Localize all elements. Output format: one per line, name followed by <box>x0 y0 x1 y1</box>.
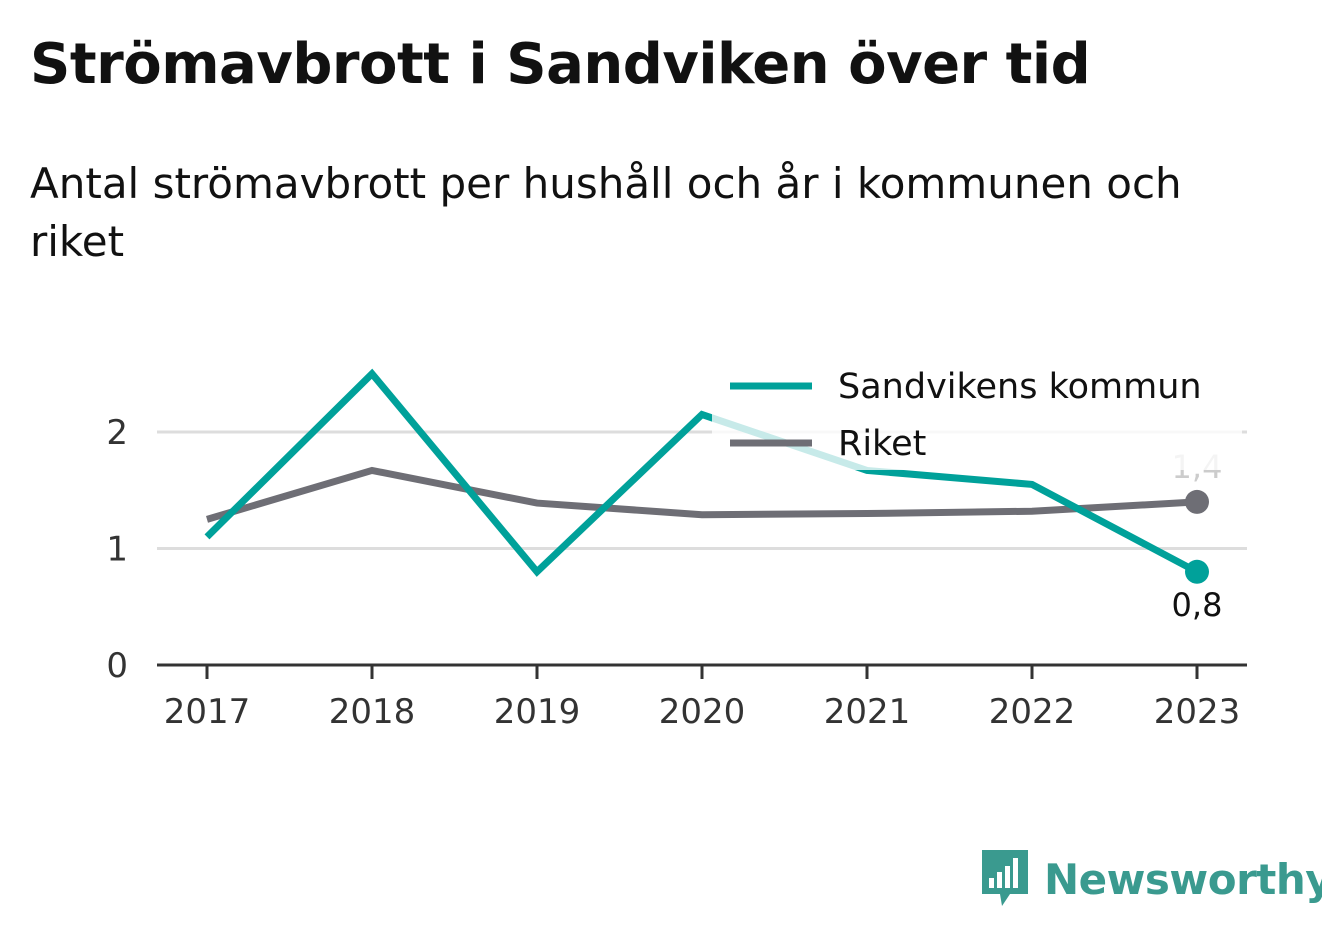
x-tick-label: 2019 <box>494 692 581 732</box>
x-tick-label: 2018 <box>329 692 416 732</box>
y-tick-label: 2 <box>106 413 128 453</box>
legend: Sandvikens kommun Riket <box>712 358 1242 470</box>
legend-label: Riket <box>838 424 926 464</box>
end-value-label: 0,8 <box>1172 586 1223 624</box>
newsworthy-logo: Newsworthy <box>980 848 1322 910</box>
end-point <box>1185 559 1209 584</box>
y-tick-label: 1 <box>106 530 128 570</box>
legend-label: Sandvikens kommun <box>838 367 1202 407</box>
grid-lines: 0 1 2 <box>106 413 1247 686</box>
series-line <box>206 466 1198 523</box>
x-tick-label: 2020 <box>659 692 746 732</box>
chart-subtitle: Antal strömavbrott per hushåll och år i … <box>30 159 1182 266</box>
end-labels: 0,81,4 <box>1172 448 1223 624</box>
y-tick-label: 0 <box>106 646 128 686</box>
series-lines <box>204 368 1209 584</box>
x-axis: 2017 2018 2019 2020 2021 2022 2023 <box>157 663 1247 732</box>
legend-background <box>712 358 1242 470</box>
brand-name: Newsworthy <box>1044 854 1322 904</box>
x-tick-label: 2023 <box>1154 692 1241 732</box>
end-point <box>1185 489 1209 514</box>
bar-chart-speech-bubble-icon <box>982 850 1028 906</box>
x-tick-label: 2022 <box>989 692 1076 732</box>
x-tick-label: 2021 <box>824 692 911 732</box>
x-tick-label: 2017 <box>164 692 251 732</box>
chart-title: Strömavbrott i Sandviken över tid <box>30 32 1091 97</box>
series-line <box>204 368 1199 577</box>
